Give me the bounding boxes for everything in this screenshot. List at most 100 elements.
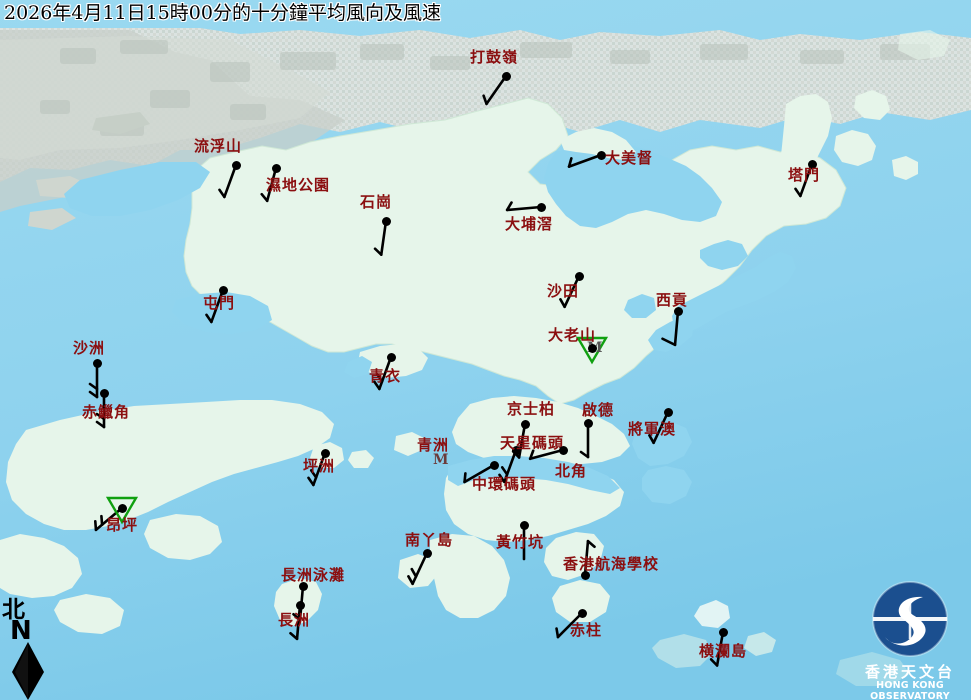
wind-barb-icon bbox=[407, 551, 429, 586]
station-label: 西貢 bbox=[656, 291, 689, 309]
station-label: 大老山 bbox=[548, 326, 597, 344]
station-label: 大美督 bbox=[605, 149, 654, 167]
wind-barb-icon bbox=[88, 361, 99, 399]
wind-barb-icon bbox=[307, 451, 327, 487]
wind-barb-icon bbox=[528, 448, 565, 461]
wind-barb-icon bbox=[218, 163, 238, 199]
station-dot bbox=[580, 570, 590, 580]
station-dot bbox=[92, 358, 102, 368]
wind-barb-icon bbox=[709, 630, 725, 667]
station-label: 沙田 bbox=[547, 282, 580, 300]
station-label: 青洲 bbox=[417, 436, 450, 454]
station-label: 沙洲 bbox=[73, 339, 106, 357]
wind-barb-icon bbox=[93, 506, 124, 532]
station-label: 昂坪 bbox=[106, 516, 139, 534]
station-dot bbox=[218, 285, 228, 295]
hko-logo-text-cn: 香港天文台 bbox=[864, 663, 955, 681]
wind-barb-icon bbox=[373, 219, 388, 256]
station-label: 長洲 bbox=[278, 611, 311, 629]
station-dot bbox=[536, 202, 546, 212]
wind-barb-icon bbox=[498, 448, 518, 484]
mainland-china-landmass bbox=[0, 28, 971, 230]
station-label: 京士柏 bbox=[507, 400, 556, 418]
station-label: 長洲泳灘 bbox=[281, 566, 346, 584]
station-label: 南丫島 bbox=[405, 531, 454, 549]
station-label: 坪洲 bbox=[303, 457, 336, 475]
station-label: 赤柱 bbox=[570, 621, 603, 639]
station-label: 赤鱲角 bbox=[82, 403, 131, 421]
station-dot bbox=[320, 448, 330, 458]
station-dot bbox=[558, 445, 568, 455]
station-dot bbox=[520, 419, 530, 429]
station-label: 啟德 bbox=[582, 401, 615, 419]
station-dot bbox=[583, 418, 593, 428]
station-dot bbox=[673, 306, 683, 316]
station-dot bbox=[596, 150, 606, 160]
station-label: 北角 bbox=[555, 462, 588, 480]
station-label: 濕地公園 bbox=[266, 176, 331, 194]
station-dot bbox=[489, 460, 499, 470]
station-dot bbox=[271, 163, 281, 173]
station-dot bbox=[381, 216, 391, 226]
maintenance-triangle-icon bbox=[105, 496, 139, 525]
page-title: 2026年4月11日15時00分的十分鐘平均風向及風速 bbox=[4, 2, 441, 24]
wind-barb-icon bbox=[463, 463, 496, 484]
wind-barb-icon bbox=[205, 288, 225, 324]
station-dot bbox=[718, 627, 728, 637]
station-maintenance-mark: M bbox=[433, 452, 449, 468]
north-arrow-label-en: N bbox=[10, 616, 32, 646]
station-dot bbox=[99, 388, 109, 398]
station-dot bbox=[574, 271, 584, 281]
wind-barb-icon bbox=[555, 611, 584, 639]
station-label: 香港航海學校 bbox=[563, 555, 660, 573]
hko-logo-icon bbox=[872, 581, 948, 657]
station-dot bbox=[577, 608, 587, 618]
station-label: 屯門 bbox=[203, 294, 236, 312]
station-dot bbox=[295, 600, 305, 610]
station-label: 中環碼頭 bbox=[472, 475, 537, 493]
wind-barb-icon bbox=[794, 162, 814, 198]
station-dot bbox=[807, 159, 817, 169]
wind-barb-icon bbox=[567, 153, 603, 168]
hong-kong-land bbox=[0, 30, 950, 686]
wind-barb-icon bbox=[260, 166, 278, 203]
station-dot bbox=[386, 352, 396, 362]
wind-barb-icon bbox=[373, 355, 393, 391]
wind-barb-icon bbox=[579, 421, 590, 459]
wind-barb-icon bbox=[648, 410, 670, 445]
maintenance-triangle-icon bbox=[575, 336, 609, 365]
wind-barb-icon bbox=[289, 603, 302, 641]
wind-barb-icon bbox=[95, 391, 106, 429]
station-dot bbox=[501, 71, 511, 81]
station-label: 黃竹坑 bbox=[496, 533, 545, 551]
station-label: 打鼓嶺 bbox=[470, 48, 519, 66]
station-label: 石崗 bbox=[360, 193, 393, 211]
station-dot bbox=[587, 343, 597, 353]
station-label: 流浮山 bbox=[194, 137, 243, 155]
hko-logo-text-en: HONG KONG OBSERVATORY bbox=[870, 680, 950, 700]
wind-barb-icon bbox=[522, 523, 526, 561]
north-arrow: 北 N bbox=[2, 590, 58, 700]
station-dot bbox=[519, 520, 529, 530]
wind-barb-icon bbox=[505, 201, 543, 212]
hko-logo: 香港天文台 HONG KONG OBSERVATORY bbox=[849, 581, 971, 700]
station-label: 將軍澳 bbox=[628, 420, 677, 438]
station-label: 塔門 bbox=[788, 166, 821, 184]
north-arrow-label-cn: 北 bbox=[2, 596, 25, 623]
station-dot bbox=[298, 581, 308, 591]
station-dot bbox=[117, 503, 127, 513]
wind-barb-icon bbox=[482, 74, 508, 106]
station-label: 青衣 bbox=[369, 367, 402, 385]
wind-barb-icon bbox=[583, 539, 596, 577]
station-dot bbox=[663, 407, 673, 417]
north-arrow-icon bbox=[12, 642, 44, 700]
station-label: 横瀾島 bbox=[699, 642, 748, 660]
station-label: 大埔滘 bbox=[505, 215, 554, 233]
station-dot bbox=[422, 548, 432, 558]
wind-barb-icon bbox=[661, 309, 680, 347]
station-label: 天星碼頭 bbox=[500, 434, 565, 452]
station-dot bbox=[231, 160, 241, 170]
wind-barb-icon bbox=[559, 274, 581, 309]
